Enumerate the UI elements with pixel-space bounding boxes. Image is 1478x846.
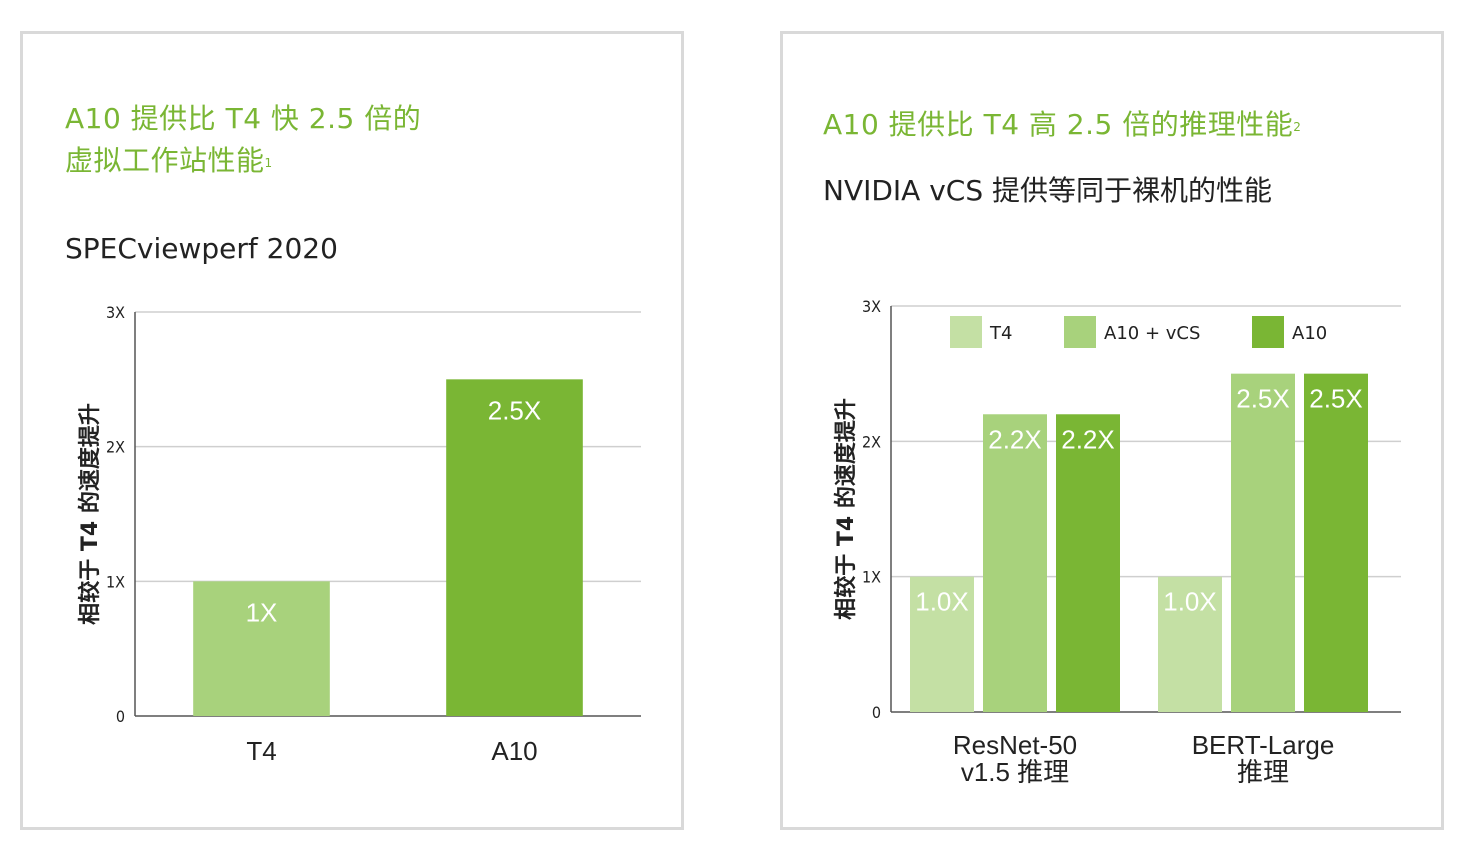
bar-value-label: 2.2X (988, 424, 1042, 454)
bar-value-label: 1X (246, 597, 278, 627)
bar-value-label: 2.5X (1309, 384, 1363, 414)
y-tick-label: 2X (106, 438, 125, 457)
bar-value-label: 2.5X (1236, 384, 1290, 414)
bar-value-label: 1.0X (915, 587, 969, 617)
bar (1231, 373, 1295, 712)
x-category-label: A10 (491, 736, 537, 766)
panel-subtitle: NVIDIA vCS 提供等同于裸机的性能 (823, 174, 1273, 207)
bar (910, 576, 974, 712)
panel-title: A10 提供比 T4 高 2.5 倍的推理性能2 (823, 104, 1301, 146)
x-category-label: T4 (246, 736, 276, 766)
legend-swatch (1252, 316, 1284, 348)
bar-value-label: 2.5X (488, 395, 542, 425)
bar-value-label: 1.0X (1163, 587, 1217, 617)
legend-swatch (950, 316, 982, 348)
bar (1304, 373, 1368, 712)
y-tick-label: 1X (106, 572, 125, 591)
footnote-marker: 2 (1293, 120, 1302, 134)
panel-title-line1: A10 提供比 T4 高 2.5 倍的推理性能 (823, 108, 1294, 141)
y-tick-label: 3X (106, 303, 125, 322)
legend-label: T4 (989, 323, 1012, 344)
panel-title-line2: 虚拟工作站性能 (65, 144, 265, 177)
bar-value-label: 2.2X (1061, 424, 1115, 454)
bar (1056, 414, 1120, 712)
y-tick-label: 3X (862, 297, 881, 316)
bar (1158, 576, 1222, 712)
y-axis-title: 相较于 T4 的速度提升 (833, 398, 859, 620)
panel-subtitle: SPECviewperf 2020 (65, 232, 338, 265)
legend-label: A10 + vCS (1104, 323, 1200, 344)
y-tick-label: 2X (862, 432, 881, 451)
y-tick-label: 0 (872, 703, 881, 722)
bar (983, 414, 1047, 712)
bar (193, 581, 330, 716)
chart-panel-left: A10 提供比 T4 快 2.5 倍的 虚拟工作站性能1 SPECviewper… (20, 31, 684, 830)
panel-title-line1: A10 提供比 T4 快 2.5 倍的 (65, 102, 422, 135)
y-axis-title: 相较于 T4 的速度提升 (77, 403, 103, 625)
x-category-label: v1.5 推理 (961, 757, 1069, 787)
y-tick-label: 1X (862, 568, 881, 587)
chart-panel-right: A10 提供比 T4 高 2.5 倍的推理性能2 NVIDIA vCS 提供等同… (780, 31, 1444, 830)
y-tick-label: 0 (116, 707, 125, 726)
grouped-bar-chart-right: 0 1X 2X 3X 相较于 T4 的速度提升 1.0X 1.0X 2.2X 2.5X 2.2X 2… (833, 297, 1401, 787)
x-category-label: BERT-Large (1192, 730, 1335, 760)
legend-label: A10 (1292, 323, 1327, 344)
panel-title: A10 提供比 T4 快 2.5 倍的 虚拟工作站性能1 (65, 98, 421, 182)
legend-swatch (1064, 316, 1096, 348)
bar (446, 379, 583, 716)
x-category-label: ResNet-50 (953, 730, 1077, 760)
x-category-label: 推理 (1237, 757, 1289, 787)
footnote-marker: 1 (264, 156, 273, 170)
